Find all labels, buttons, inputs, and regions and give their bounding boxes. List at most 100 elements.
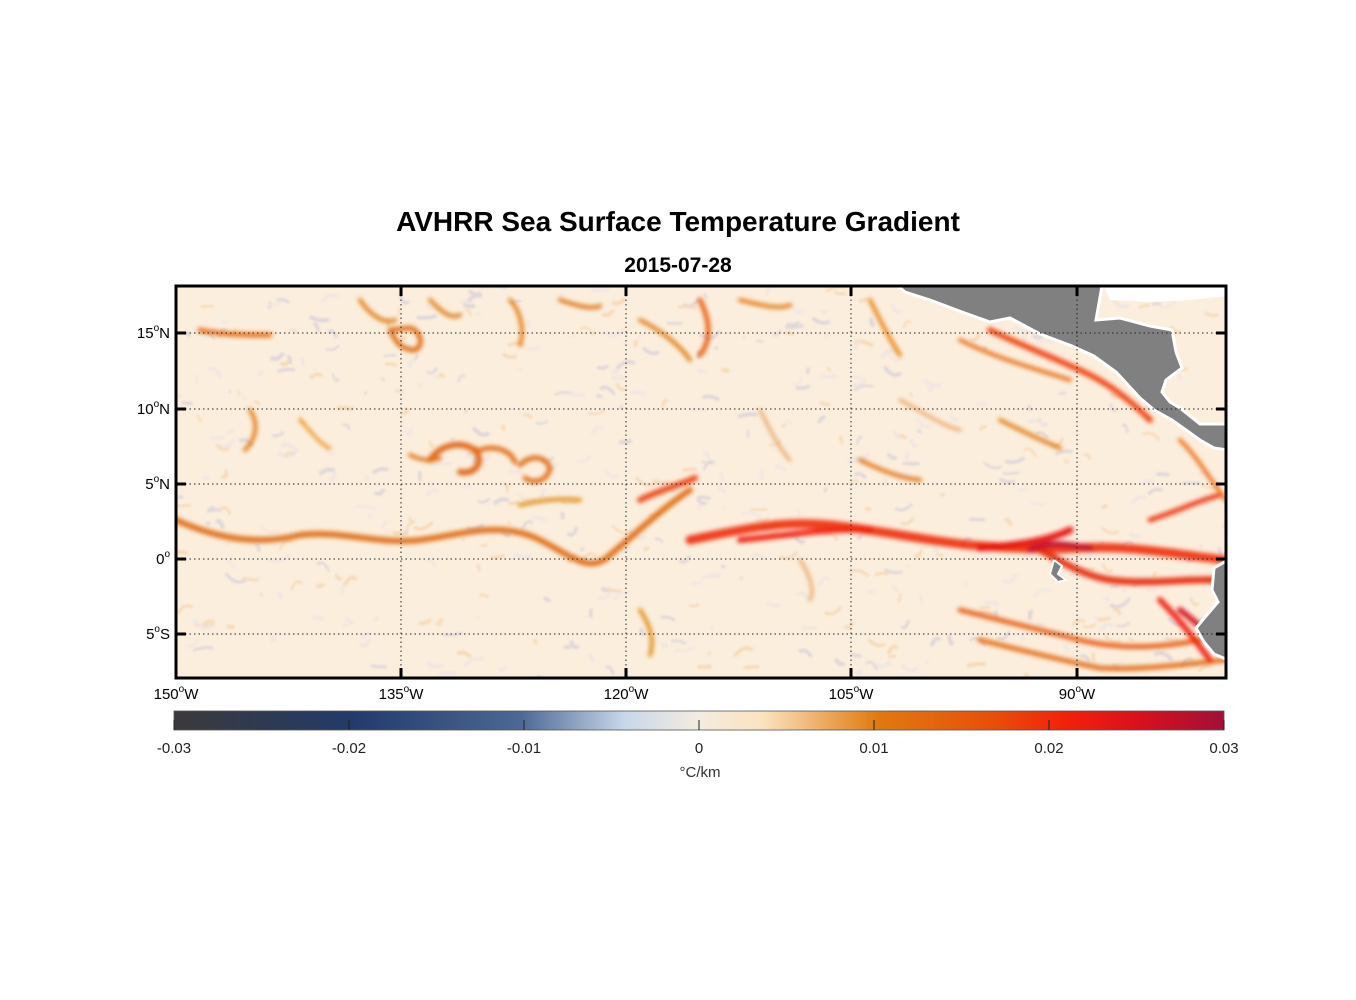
texture-stroke [1082, 453, 1092, 460]
texture-stroke [599, 385, 616, 396]
temperature-front [1027, 541, 1093, 553]
lat-label: 15oN [136, 323, 170, 342]
texture-stroke [894, 503, 913, 512]
temperature-front [858, 458, 922, 482]
texture-stroke [1037, 339, 1055, 345]
texture-stroke [1203, 311, 1219, 317]
texture-stroke [463, 409, 469, 414]
texture-stroke [898, 434, 908, 440]
texture-stroke [785, 420, 793, 425]
texture-stroke [1109, 597, 1131, 609]
texture-stroke [823, 531, 839, 541]
lon-label: 150oW [153, 684, 199, 703]
texture-stroke [853, 472, 868, 480]
texture-stroke [890, 303, 902, 314]
texture-stroke [506, 520, 512, 525]
texture-stroke [795, 384, 811, 390]
temperature-front [517, 455, 553, 484]
texture-stroke [450, 437, 454, 441]
texture-stroke [633, 340, 639, 348]
texture-stroke [442, 631, 464, 637]
texture-stroke [394, 389, 404, 394]
texture-stroke [569, 639, 580, 650]
texture-stroke [1035, 431, 1049, 439]
texture-stroke [887, 654, 897, 659]
texture-stroke [1177, 373, 1182, 383]
texture-stroke [768, 439, 782, 447]
texture-stroke [1217, 547, 1222, 557]
texture-stroke [289, 580, 303, 591]
texture-stroke [615, 382, 627, 392]
texture-stroke [311, 615, 325, 622]
texture-stroke [601, 308, 615, 318]
temperature-front [638, 318, 692, 362]
texture-stroke [619, 404, 624, 410]
colorbar-tick-label: 0.01 [859, 740, 889, 757]
temperature-front [176, 487, 693, 567]
texture-stroke [805, 367, 810, 375]
texture-stroke [801, 626, 817, 631]
texture-stroke [1142, 431, 1161, 442]
texture-stroke [1098, 622, 1115, 633]
texture-stroke [924, 659, 930, 664]
texture-stroke [1063, 459, 1070, 464]
texture-stroke [996, 630, 1011, 641]
texture-stroke [823, 606, 843, 616]
map-frame [174, 284, 1228, 680]
texture-stroke [1023, 447, 1037, 457]
texture-stroke [784, 323, 804, 329]
texture-stroke [1145, 587, 1158, 593]
texture-stroke [869, 317, 876, 327]
texture-stroke [886, 644, 899, 655]
lon-label: 120oW [603, 684, 649, 703]
colorbar-ticks [173, 720, 1225, 730]
texture-stroke [207, 367, 223, 378]
temperature-front [898, 398, 962, 432]
texture-stroke [848, 568, 870, 578]
chart-title: AVHRR Sea Surface Temperature Gradient [396, 206, 960, 237]
texture-stroke [855, 435, 864, 445]
texture-stroke [1169, 325, 1182, 334]
temperature-front [558, 298, 602, 310]
texture-stroke [701, 394, 721, 402]
texture-stroke [398, 334, 408, 342]
texture-stroke [1116, 621, 1130, 628]
texture-stroke [1156, 472, 1170, 477]
texture-stroke [226, 428, 235, 434]
texture-stroke [279, 442, 300, 455]
texture-stroke [461, 484, 472, 489]
lat-label: 5oN [145, 474, 170, 493]
texture-stroke [508, 468, 524, 474]
temperature-front [408, 453, 442, 463]
texture-stroke [569, 392, 586, 397]
texture-stroke [935, 552, 944, 557]
texture-stroke [416, 314, 438, 320]
texture-stroke [852, 380, 865, 388]
texture-stroke [1189, 596, 1200, 606]
texture-stroke [508, 500, 520, 506]
temperature-front [243, 408, 258, 452]
texture-stroke [882, 476, 887, 487]
texture-stroke [192, 618, 213, 630]
texture-stroke [435, 617, 444, 626]
texture-stroke [897, 592, 902, 603]
lat-label: 0o [156, 549, 170, 568]
texture-stroke [276, 298, 290, 305]
texture-stroke [867, 638, 886, 648]
texture-stroke [278, 539, 294, 550]
texture-stroke [1027, 609, 1034, 621]
temperature-front [976, 526, 1074, 552]
texture-stroke [205, 521, 211, 526]
texture-stroke [780, 422, 787, 428]
texture-stroke [611, 375, 625, 381]
texture-stroke [696, 497, 708, 506]
texture-stroke [604, 665, 615, 676]
texture-stroke [652, 478, 671, 485]
texture-stroke [383, 354, 397, 358]
texture-stroke [819, 400, 831, 407]
texture-stroke [476, 564, 481, 572]
texture-stroke [571, 334, 575, 337]
texture-stroke [517, 492, 537, 503]
texture-stroke [1027, 419, 1046, 428]
